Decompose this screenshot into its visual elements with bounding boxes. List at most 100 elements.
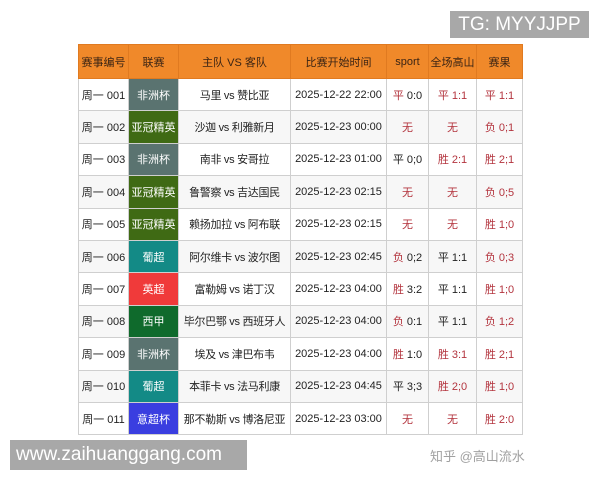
score: 0:0: [406, 89, 423, 102]
outcome-mark: 胜: [392, 348, 404, 361]
cell-start-time: 2025-12-23 04:00: [290, 337, 387, 371]
table-header: 赛事编号 联赛 主队 VS 客队 比赛开始时间 sport 全场高山 赛果: [78, 44, 523, 79]
cell-match-id: 周一 006: [78, 239, 129, 274]
cell-full-time-gaoshan: 胜 2;0: [428, 369, 477, 403]
outcome-mark: 胜: [437, 154, 449, 167]
site-banner: www.zaihuanggang.com: [10, 440, 247, 470]
cell-full-time-gaoshan: 胜 2:1: [428, 142, 477, 177]
cell-result: 负 0;3: [476, 239, 523, 274]
score: 1:1: [451, 89, 468, 102]
cell-sport: 平 0;0: [386, 142, 429, 177]
cell-result: 负 0;1: [476, 110, 523, 144]
table-row: 周一 004 亚冠精英 鲁警察 vs 吉达国民 2025-12-23 02:15 无 无 负…: [78, 175, 523, 209]
score: 1:0: [406, 348, 423, 361]
cell-match-id: 周一 002: [78, 110, 129, 144]
table-row: 周一 008 西甲 毕尔巴鄂 vs 西班牙人 2025-12-23 04:00 负 0:…: [78, 304, 523, 339]
outcome-mark: 胜: [437, 381, 449, 394]
telegram-badge: TG: MYYJJPP: [450, 11, 589, 38]
cell-sport: 负 0:1: [386, 304, 429, 339]
outcome-mark: 无: [402, 186, 413, 199]
cell-teams: 埃及 vs 津巴布韦: [178, 337, 291, 371]
cell-league: 葡超: [128, 369, 179, 403]
cell-teams: 赖扬加拉 vs 阿布联: [178, 207, 291, 241]
outcome-mark: 胜: [392, 284, 404, 297]
table-row: 周一 007 英超 富勒姆 vs 诺丁汉 2025-12-23 04:00 胜 3:2 平…: [78, 272, 523, 306]
cell-result: 胜 1;0: [476, 207, 523, 241]
header-sport: sport: [386, 44, 429, 79]
cell-full-time-gaoshan: 平 1:1: [428, 239, 477, 274]
score: 1:1: [451, 316, 468, 329]
score: 1:1: [451, 284, 468, 297]
cell-league: 西甲: [128, 304, 179, 339]
watermark: 知乎 @高山流水: [430, 449, 525, 464]
score: 2:1: [451, 154, 468, 167]
score: 2;0: [451, 381, 468, 394]
cell-start-time: 2025-12-23 02:15: [290, 207, 387, 241]
cell-sport: 无: [386, 110, 429, 144]
cell-match-id: 周一 004: [78, 175, 129, 209]
cell-teams: 毕尔巴鄂 vs 西班牙人: [178, 304, 291, 339]
cell-league: 非洲杯: [128, 337, 179, 371]
table-row: 周一 003 非洲杯 南非 vs 安哥拉 2025-12-23 01:00 平 0;0 胜…: [78, 142, 523, 177]
cell-teams: 沙迦 vs 利雅新月: [178, 110, 291, 144]
outcome-mark: 无: [402, 122, 413, 135]
table-row: 周一 005 亚冠精英 赖扬加拉 vs 阿布联 2025-12-23 02:15 无 无 胜…: [78, 207, 523, 241]
cell-match-id: 周一 001: [78, 77, 129, 112]
outcome-mark: 无: [447, 413, 458, 426]
outcome-mark: 平: [437, 89, 449, 102]
cell-league: 英超: [128, 272, 179, 306]
header-league: 联赛: [128, 44, 179, 79]
cell-result: 负 1;2: [476, 304, 523, 339]
cell-result: 胜 2;1: [476, 142, 523, 177]
cell-full-time-gaoshan: 无: [428, 175, 477, 209]
cell-teams: 南非 vs 安哥拉: [178, 142, 291, 177]
outcome-mark: 无: [447, 186, 458, 199]
header-teams: 主队 VS 客队: [178, 44, 291, 79]
cell-start-time: 2025-12-23 02:45: [290, 239, 387, 274]
cell-start-time: 2025-12-23 01:00: [290, 142, 387, 177]
cell-result: 负 0;5: [476, 175, 523, 209]
cell-match-id: 周一 011: [78, 401, 129, 436]
cell-league: 意超杯: [128, 401, 179, 436]
match-table: 赛事编号 联赛 主队 VS 客队 比赛开始时间 sport 全场高山 赛果 周一 001 非洲…: [78, 44, 523, 436]
cell-match-id: 周一 010: [78, 369, 129, 403]
outcome-mark: 负: [392, 251, 404, 264]
cell-start-time: 2025-12-22 22:00: [290, 77, 387, 112]
cell-league: 非洲杯: [128, 77, 179, 112]
score: 3:1: [451, 348, 468, 361]
outcome-mark: 平: [392, 154, 404, 167]
cell-league: 亚冠精英: [128, 175, 179, 209]
cell-sport: 平 0:0: [386, 77, 429, 112]
header-result: 赛果: [476, 44, 523, 79]
cell-teams: 富勒姆 vs 诺丁汉: [178, 272, 291, 306]
outcome-mark: 平: [392, 381, 404, 394]
cell-full-time-gaoshan: 无: [428, 207, 477, 241]
score: 0;2: [406, 251, 423, 264]
outcome-mark: 平: [437, 316, 449, 329]
cell-teams: 马里 vs 赞比亚: [178, 77, 291, 112]
cell-teams: 鲁警察 vs 吉达国民: [178, 175, 291, 209]
cell-sport: 胜 3:2: [386, 272, 429, 306]
table-row: 周一 010 葡超 本菲卡 vs 法马利康 2025-12-23 04:45 平 3;3…: [78, 369, 523, 403]
cell-result: 平 1:1: [476, 77, 523, 112]
cell-result: 胜 1;0: [476, 369, 523, 403]
table-row: 周一 001 非洲杯 马里 vs 赞比亚 2025-12-22 22:00 平 0:0 平…: [78, 77, 523, 112]
cell-teams: 那不勒斯 vs 博洛尼亚: [178, 401, 291, 436]
score: 0;0: [406, 154, 423, 167]
table-row: 周一 006 葡超 阿尔维卡 vs 波尔图 2025-12-23 02:45 负 0;2…: [78, 239, 523, 274]
cell-result: 胜 2:0: [476, 401, 523, 436]
cell-sport: 平 3;3: [386, 369, 429, 403]
cell-league: 非洲杯: [128, 142, 179, 177]
cell-league: 亚冠精英: [128, 110, 179, 144]
cell-start-time: 2025-12-23 04:00: [290, 304, 387, 339]
cell-full-time-gaoshan: 平 1:1: [428, 77, 477, 112]
table-row: 周一 002 亚冠精英 沙迦 vs 利雅新月 2025-12-23 00:00 无 无 负 …: [78, 110, 523, 144]
cell-match-id: 周一 005: [78, 207, 129, 241]
cell-match-id: 周一 008: [78, 304, 129, 339]
outcome-mark: 无: [447, 122, 458, 135]
cell-full-time-gaoshan: 无: [428, 401, 477, 436]
table-row: 周一 011 意超杯 那不勒斯 vs 博洛尼亚 2025-12-23 03:00 无 无 胜…: [78, 401, 523, 436]
header-full-time-gaoshan: 全场高山: [428, 44, 477, 79]
score: 1:1: [451, 251, 468, 264]
cell-full-time-gaoshan: 平 1:1: [428, 272, 477, 306]
